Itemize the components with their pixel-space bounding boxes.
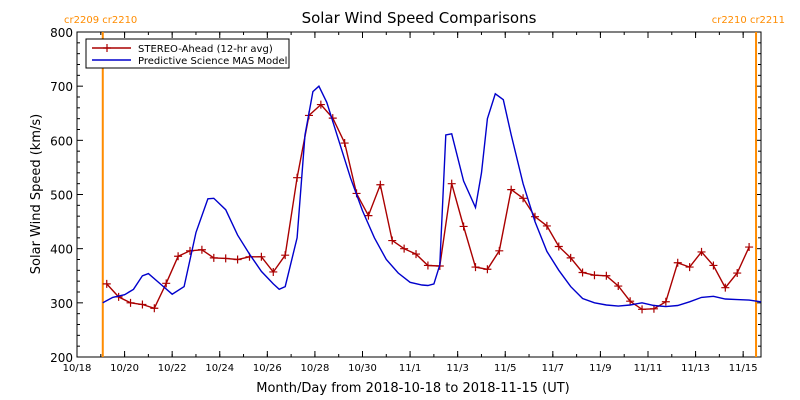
series-point-1	[602, 271, 611, 280]
series-point-1	[376, 180, 385, 189]
series-point-1	[495, 246, 504, 255]
series-point-1	[638, 305, 647, 314]
y-tick-label: 400	[50, 243, 73, 257]
plot-frame	[76, 31, 762, 358]
series-point-1	[388, 236, 397, 245]
x-tick-label: 11/3	[446, 363, 468, 374]
legend-label-2: Predictive Science MAS Model	[138, 56, 287, 67]
series-point-1	[340, 139, 349, 148]
series-point-1	[257, 252, 266, 261]
carrington-marker-label: cr2209 cr2210	[64, 15, 137, 26]
series-point-1	[269, 267, 278, 276]
series-point-1	[566, 253, 575, 262]
series-point-1	[519, 194, 528, 203]
series-point-1	[554, 242, 563, 251]
y-tick-label: 800	[50, 26, 73, 40]
series-point-1	[542, 221, 551, 230]
series-point-1	[697, 247, 706, 256]
x-tick-label: 10/20	[110, 363, 139, 374]
series-point-1	[447, 179, 456, 188]
x-tick-label: 11/15	[729, 363, 758, 374]
series-point-1	[186, 246, 195, 255]
series-point-1	[590, 271, 599, 280]
series-point-1	[281, 251, 290, 260]
series-point-1	[126, 298, 135, 307]
x-tick-label: 11/9	[589, 363, 611, 374]
legend-box	[85, 38, 290, 69]
series-point-1	[233, 255, 242, 264]
series-point-1	[102, 279, 111, 288]
series-point-1	[578, 268, 587, 277]
series-point-1	[423, 261, 432, 270]
series-point-1	[614, 282, 623, 291]
y-axis-label: Solar Wind Speed (km/s)	[29, 114, 44, 274]
series-point-1	[150, 304, 159, 313]
series-point-1	[661, 297, 670, 306]
series-line-1	[106, 103, 750, 311]
series-point-1	[745, 243, 754, 252]
series-line-2	[102, 85, 762, 308]
legend-label-1: STEREO-Ahead (12-hr avg)	[138, 44, 273, 55]
series-point-1	[174, 252, 183, 261]
series-point-1	[626, 297, 635, 306]
y-tick-label: 200	[50, 351, 73, 365]
y-tick-label: 600	[50, 134, 73, 148]
y-tick-label: 700	[50, 80, 73, 94]
series-point-1	[685, 263, 694, 272]
series-point-1	[471, 263, 480, 272]
x-tick-label: 10/18	[63, 363, 92, 374]
series-point-1	[221, 254, 230, 263]
series-point-1	[483, 265, 492, 274]
series-point-1	[138, 300, 147, 309]
x-tick-label: 11/5	[494, 363, 516, 374]
series-point-1	[197, 245, 206, 254]
x-tick-label: 10/30	[348, 363, 377, 374]
series-point-1	[209, 253, 218, 262]
series-point-1	[364, 211, 373, 220]
x-axis-label: Month/Day from 2018-10-18 to 2018-11-15 …	[256, 381, 569, 396]
x-tick-label: 11/13	[681, 363, 710, 374]
series-point-1	[733, 269, 742, 278]
series-point-1	[162, 279, 171, 288]
x-tick-label: 11/7	[542, 363, 564, 374]
x-tick-label: 10/28	[300, 363, 329, 374]
y-tick-label: 500	[50, 189, 73, 203]
carrington-marker-label: cr2210 cr2211	[712, 15, 785, 26]
series-point-1	[721, 283, 730, 292]
x-tick-label: 10/24	[205, 363, 234, 374]
series-point-1	[400, 244, 409, 253]
x-tick-label: 10/26	[253, 363, 282, 374]
series-point-1	[316, 100, 325, 109]
series-point-1	[507, 185, 516, 194]
series-point-1	[293, 173, 302, 182]
chart-title: Solar Wind Speed Comparisons	[302, 9, 537, 27]
y-tick-label: 300	[50, 297, 73, 311]
plot-area: 200 300 400 500 600 700 800 10/18 10/20 10/22 10/2…	[50, 15, 785, 374]
x-tick-label: 10/22	[158, 363, 187, 374]
series-point-1	[709, 261, 718, 270]
series-point-1	[412, 250, 421, 259]
series-point-1	[459, 222, 468, 231]
x-tick-label: 11/1	[399, 363, 421, 374]
x-tick-label: 11/11	[634, 363, 663, 374]
series-point-1	[673, 258, 682, 267]
legend-marker-1	[103, 44, 111, 52]
